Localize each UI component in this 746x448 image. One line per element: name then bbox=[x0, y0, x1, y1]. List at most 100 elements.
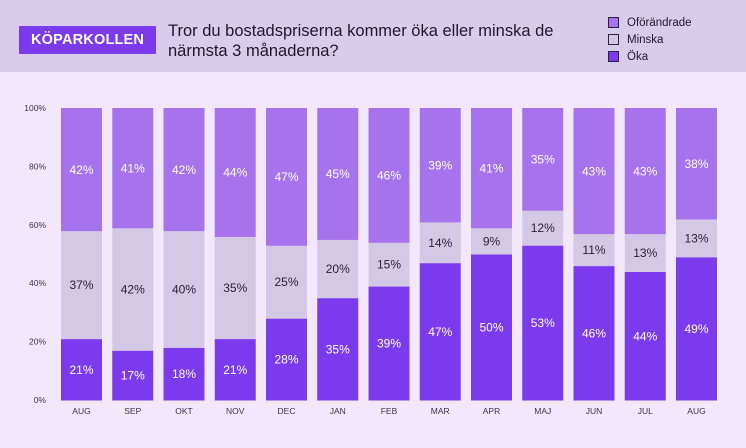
bar-segment-oka bbox=[112, 350, 154, 401]
bar-segment-oforandrade bbox=[624, 108, 666, 235]
data-label-oka: 28% bbox=[274, 353, 298, 367]
data-label-oforandrade: 38% bbox=[684, 157, 708, 171]
data-label-oforandrade: 39% bbox=[428, 158, 452, 172]
bar-segment-minska bbox=[573, 233, 615, 267]
bar-segment-minska bbox=[317, 239, 359, 299]
bar-segment-oka bbox=[266, 318, 307, 401]
bar-segment-minska bbox=[522, 210, 564, 246]
data-label-oforandrade: 43% bbox=[582, 164, 606, 178]
y-tick-label: 100% bbox=[24, 103, 46, 113]
data-label-minska: 37% bbox=[69, 278, 93, 292]
y-tick-label: 0% bbox=[34, 395, 47, 405]
data-label-oka: 46% bbox=[582, 326, 606, 340]
bar-segment-oforandrade bbox=[61, 108, 102, 232]
bar-segment-oka bbox=[573, 265, 615, 401]
data-label-oforandrade: 43% bbox=[633, 164, 657, 178]
data-label-minska: 35% bbox=[223, 281, 247, 295]
data-label-minska: 20% bbox=[326, 262, 350, 276]
x-tick-label: AUG bbox=[72, 406, 90, 416]
data-label-oka: 21% bbox=[223, 363, 247, 377]
brand-logo: KÖPARKOLLEN bbox=[19, 26, 157, 54]
legend-label-minska: Minska bbox=[627, 33, 664, 46]
x-tick-label: MAR bbox=[431, 406, 450, 416]
bar-segment-oforandrade bbox=[317, 108, 359, 240]
data-label-oforandrade: 41% bbox=[479, 161, 503, 175]
x-tick-label: DEC bbox=[278, 406, 296, 416]
legend-item-minska: Minska bbox=[608, 31, 692, 48]
legend-swatch-oka bbox=[608, 51, 619, 62]
bar-segment-oka bbox=[368, 286, 410, 401]
x-tick-label: SEP bbox=[124, 406, 141, 416]
x-tick-label: AUG bbox=[687, 406, 705, 416]
bar-segment-minska bbox=[471, 227, 512, 255]
stacked-bar-chart: 0% 20% 40% 60% 80% 100% 21% 37% 42% AUG 17% 42% 41% S… bbox=[24, 103, 717, 416]
x-tick-label: JAN bbox=[330, 406, 346, 416]
data-label-oka: 39% bbox=[377, 337, 401, 351]
bar-segment-minska bbox=[112, 227, 154, 351]
data-label-minska: 12% bbox=[531, 221, 555, 235]
legend-swatch-oforandrade bbox=[608, 17, 619, 28]
bar-segment-oka bbox=[163, 347, 205, 401]
bar-segment-minska bbox=[163, 230, 205, 348]
data-label-minska: 13% bbox=[633, 246, 657, 260]
bar-segment-oka bbox=[624, 271, 666, 401]
bar-segment-oforandrade bbox=[266, 108, 307, 246]
data-label-oforandrade: 35% bbox=[531, 153, 555, 167]
data-label-minska: 15% bbox=[377, 258, 401, 272]
data-label-oforandrade: 42% bbox=[172, 163, 196, 177]
bar-segment-oforandrade bbox=[419, 108, 461, 223]
data-label-minska: 40% bbox=[172, 283, 196, 297]
data-label-oka: 17% bbox=[121, 369, 145, 383]
data-label-oka: 18% bbox=[172, 367, 196, 381]
data-label-minska: 13% bbox=[684, 231, 708, 245]
bar-segment-oka bbox=[522, 245, 564, 401]
legend-label-oforandrade: Oförändrade bbox=[627, 16, 692, 29]
bar-segment-minska bbox=[266, 245, 307, 319]
y-tick-label: 20% bbox=[29, 337, 46, 347]
bar-segment-oforandrade bbox=[368, 108, 410, 243]
data-label-oforandrade: 45% bbox=[326, 167, 350, 181]
data-label-oforandrade: 46% bbox=[377, 169, 401, 183]
x-tick-label: MAJ bbox=[534, 406, 551, 416]
x-tick-label: APR bbox=[483, 406, 500, 416]
y-tick-label: 80% bbox=[29, 161, 46, 171]
data-label-minska: 25% bbox=[274, 275, 298, 289]
bar-segment-oforandrade bbox=[471, 108, 512, 229]
bar-segment-oka bbox=[471, 254, 512, 401]
data-label-oforandrade: 42% bbox=[69, 163, 93, 177]
legend: Oförändrade Minska Öka bbox=[608, 14, 692, 65]
bar-segment-oforandrade bbox=[573, 108, 615, 235]
data-label-oka: 53% bbox=[531, 316, 555, 330]
x-tick-label: NOV bbox=[226, 406, 245, 416]
bar-segment-oka bbox=[419, 262, 461, 401]
legend-swatch-minska bbox=[608, 34, 619, 45]
bar-segment-oka bbox=[214, 338, 256, 401]
bar-segment-oforandrade bbox=[214, 108, 256, 237]
data-label-minska: 9% bbox=[483, 234, 501, 248]
data-label-oforandrade: 47% bbox=[274, 170, 298, 184]
data-label-oka: 50% bbox=[479, 321, 503, 335]
legend-item-oforandrade: Oförändrade bbox=[608, 14, 692, 31]
data-label-minska: 14% bbox=[428, 236, 452, 250]
data-label-minska: 11% bbox=[582, 243, 605, 257]
bar-segment-oforandrade bbox=[522, 108, 564, 211]
bar-segment-oka bbox=[61, 338, 102, 401]
chart-title: Tror du bostadspriserna kommer öka eller… bbox=[168, 22, 554, 60]
data-label-oka: 35% bbox=[326, 342, 350, 356]
bar-segment-oforandrade bbox=[163, 108, 205, 232]
data-label-oforandrade: 44% bbox=[223, 166, 247, 180]
bar-segment-oka bbox=[317, 297, 359, 401]
bar-segment-oforandrade bbox=[676, 108, 717, 220]
legend-item-oka: Öka bbox=[608, 48, 692, 65]
bar-segment-oforandrade bbox=[112, 108, 154, 229]
bar-segment-minska bbox=[214, 236, 256, 340]
data-label-oka: 21% bbox=[69, 363, 93, 377]
x-tick-label: OKT bbox=[175, 406, 192, 416]
data-label-oka: 49% bbox=[684, 322, 708, 336]
y-tick-label: 60% bbox=[29, 220, 46, 230]
bar-segment-minska bbox=[419, 221, 461, 264]
data-label-minska: 42% bbox=[121, 283, 145, 297]
header-band: KÖPARKOLLEN Tror du bostadspriserna komm… bbox=[0, 0, 746, 72]
legend-label-oka: Öka bbox=[627, 50, 649, 63]
bar-segment-minska bbox=[624, 233, 666, 273]
